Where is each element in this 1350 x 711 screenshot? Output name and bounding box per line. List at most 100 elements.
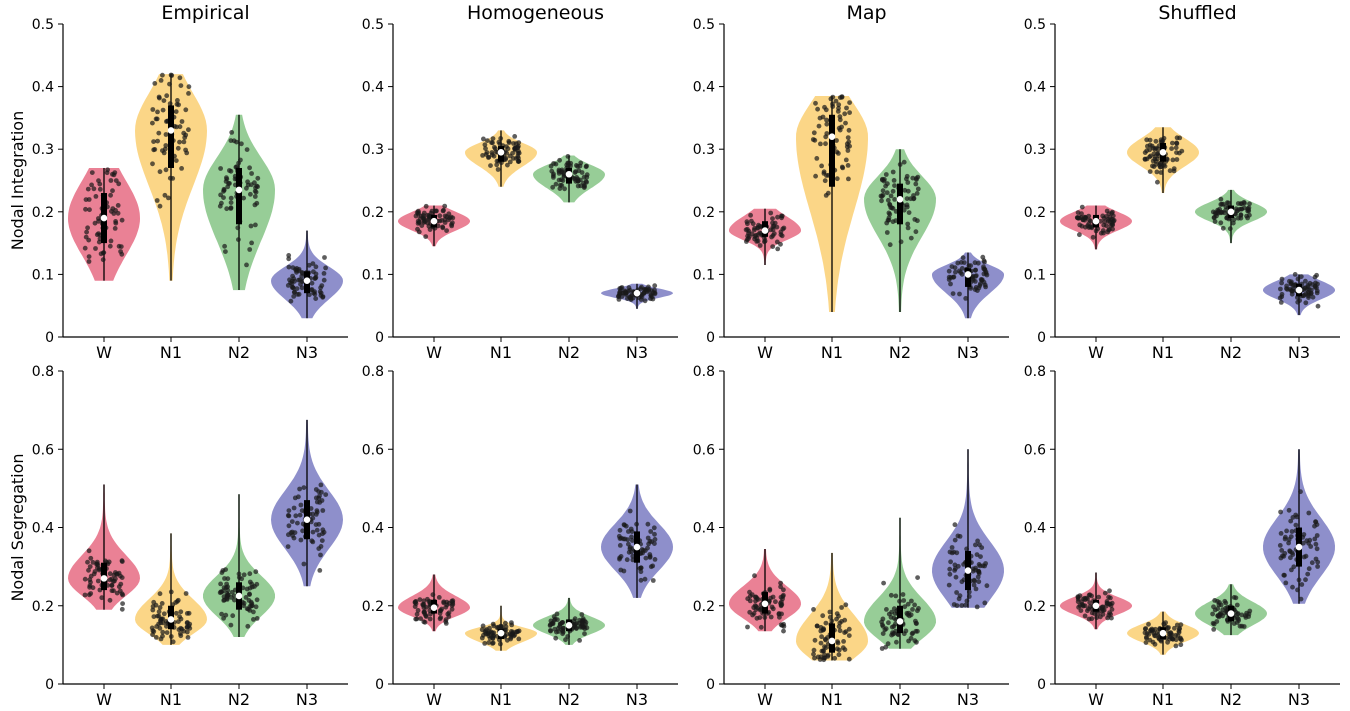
data-point-w	[444, 214, 450, 220]
data-point-n3	[1287, 278, 1292, 284]
x-tick-label-n1: N1	[160, 690, 182, 709]
data-point-w	[757, 607, 763, 613]
y-tick-label: 0.8	[1024, 364, 1046, 380]
data-point-n1	[184, 624, 190, 630]
data-point-w	[421, 598, 427, 604]
data-point-n1	[184, 150, 190, 156]
data-point-n2	[252, 202, 258, 208]
data-point-n3	[1279, 548, 1285, 553]
data-point-n3	[617, 543, 623, 548]
data-point-w	[449, 598, 455, 604]
data-point-n1	[164, 93, 170, 99]
data-point-n1	[186, 91, 191, 96]
data-point-n2	[1235, 201, 1241, 206]
data-point-n2	[548, 628, 553, 633]
x-tick-label-n3: N3	[626, 343, 648, 362]
data-point-w	[93, 246, 98, 251]
data-point-n2	[1212, 219, 1218, 224]
data-point-n1	[828, 96, 834, 102]
data-point-n1	[507, 159, 513, 165]
data-point-n3	[617, 556, 622, 562]
data-point-n3	[1288, 518, 1294, 524]
data-point-n1	[1166, 631, 1172, 637]
data-point-n3	[642, 576, 648, 582]
data-point-n1	[161, 611, 167, 617]
data-point-w	[119, 217, 125, 223]
data-point-n1	[811, 607, 816, 612]
data-point-n3	[1301, 540, 1306, 546]
data-point-n1	[479, 635, 485, 641]
data-point-n3	[1298, 489, 1303, 495]
data-point-n1	[485, 138, 490, 144]
median-marker-n2	[235, 186, 243, 194]
data-point-n1	[840, 165, 846, 171]
data-point-w	[770, 227, 776, 233]
data-point-w	[749, 592, 755, 597]
data-point-n2	[224, 206, 230, 212]
data-point-n1	[149, 625, 155, 631]
data-point-w	[1082, 215, 1088, 221]
data-point-n2	[584, 179, 589, 185]
data-point-n1	[1158, 638, 1164, 644]
data-point-n2	[559, 177, 564, 183]
data-point-w	[781, 587, 786, 593]
data-point-n2	[584, 163, 589, 169]
data-point-n3	[975, 574, 981, 580]
data-point-n2	[890, 188, 896, 194]
data-point-w	[781, 628, 786, 634]
data-point-n1	[1142, 150, 1148, 156]
data-point-n1	[505, 162, 510, 168]
data-point-n2	[911, 196, 916, 202]
data-point-n3	[291, 505, 297, 511]
data-point-n1	[175, 145, 181, 151]
data-point-n2	[246, 598, 252, 603]
data-point-n2	[905, 225, 911, 231]
data-point-n2	[900, 592, 906, 597]
data-point-n1	[482, 641, 488, 646]
data-point-n1	[166, 195, 171, 201]
x-tick-label-w: W	[426, 343, 442, 362]
data-point-n2	[553, 635, 559, 641]
data-point-w	[778, 622, 784, 628]
data-point-n1	[825, 190, 831, 196]
data-point-n2	[902, 604, 908, 610]
data-point-n2	[912, 217, 918, 222]
data-point-n1	[183, 132, 189, 138]
data-point-n2	[885, 217, 891, 223]
data-point-n3	[626, 285, 632, 291]
data-point-w	[108, 238, 114, 244]
data-point-n2	[1244, 610, 1249, 616]
data-point-n2	[901, 159, 907, 165]
median-marker-n2	[896, 618, 904, 625]
data-point-n3	[952, 537, 958, 543]
data-point-n3	[976, 571, 982, 576]
data-point-n2	[232, 597, 237, 603]
data-point-n3	[1279, 280, 1284, 286]
data-point-n3	[291, 289, 297, 295]
data-point-n1	[150, 120, 155, 126]
data-point-n3	[979, 545, 985, 550]
data-point-w	[770, 244, 776, 250]
y-tick-label: 0.4	[32, 80, 54, 96]
data-point-n3	[966, 594, 972, 599]
data-point-n1	[150, 607, 156, 613]
data-point-w	[768, 595, 773, 601]
data-point-n1	[1172, 625, 1177, 631]
data-point-n2	[235, 225, 241, 231]
data-point-w	[1109, 607, 1115, 612]
data-point-n2	[559, 620, 565, 625]
data-point-n1	[158, 636, 164, 642]
y-tick-label: 0.8	[693, 364, 715, 380]
data-point-w	[421, 609, 427, 615]
data-point-n3	[1285, 287, 1290, 292]
data-point-w	[118, 581, 124, 587]
data-point-w	[414, 616, 420, 622]
data-point-n3	[297, 486, 302, 492]
iqr-box-n1	[168, 105, 174, 168]
data-point-n1	[491, 623, 497, 629]
data-point-n1	[842, 111, 848, 117]
data-point-n2	[228, 622, 234, 628]
data-point-n3	[316, 532, 322, 538]
x-tick-label-w: W	[1088, 343, 1104, 362]
data-point-w	[420, 602, 426, 607]
